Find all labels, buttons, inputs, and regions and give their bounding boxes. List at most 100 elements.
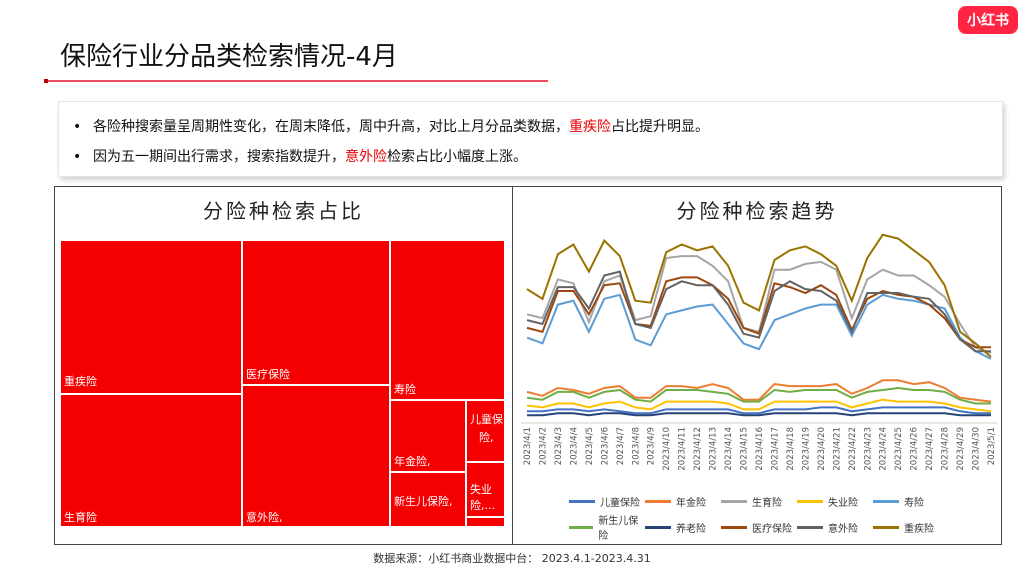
x-tick-label: 2023/4/27 <box>925 427 935 471</box>
x-tick-label: 2023/4/24 <box>879 427 889 471</box>
x-tick-label: 2023/4/11 <box>678 427 688 471</box>
treemap-cell-shengyu: 生育险 <box>60 394 242 527</box>
legend-item: 寿险 <box>873 494 949 509</box>
xiaohongshu-logo: 小红书 <box>958 6 1018 34</box>
bullet-dot-icon: • <box>73 119 82 135</box>
x-tick-label: 2023/4/21 <box>832 427 842 471</box>
x-tick-label: 2023/4/10 <box>662 427 672 471</box>
x-tick-label: 2023/4/7 <box>616 427 626 465</box>
legend-row-1: 儿童保险 年金险 生育险 失业险 寿险 <box>569 494 949 509</box>
treemap-label-xinshenger: 新生儿保险, <box>394 495 453 508</box>
treemap-label-yiwai: 意外险, <box>246 511 283 524</box>
legend-swatch-icon <box>797 525 823 529</box>
series-line-8 <box>526 270 991 353</box>
treemap-label-shiye-1: 失业 <box>470 483 492 496</box>
legend-item: 意外险 <box>797 512 873 542</box>
legend-label: 养老险 <box>676 523 706 535</box>
treemap-cell-xinshenger: 新生儿保险, <box>390 472 466 527</box>
x-tick-label: 2023/4/1 <box>523 427 533 465</box>
x-tick-label: 2023/4/3 <box>554 427 564 465</box>
legend-item: 生育险 <box>721 494 797 509</box>
treemap-label-nianjin: 年金险, <box>394 455 431 468</box>
legend-item: 儿童保险 <box>569 494 645 509</box>
x-tick-label: 2023/4/28 <box>941 427 951 471</box>
summary-bullet-2: • 因为五一期间出行需求，搜索指数提升，意外险检索占比小幅度上涨。 <box>73 146 527 166</box>
x-tick-label: 2023/4/15 <box>740 427 750 471</box>
legend-swatch-icon <box>797 500 823 503</box>
x-tick-label: 2023/4/8 <box>631 427 641 465</box>
legend-label: 年金险 <box>676 498 706 509</box>
x-tick-label: 2023/4/26 <box>910 427 920 471</box>
x-tick-label: 2023/4/5 <box>585 427 595 465</box>
x-tick-label: 2023/4/4 <box>569 427 579 465</box>
summary-box: • 各险种搜索量呈周期性变化，在周末降低，周中升高，对比上月分品类数据，重疾险占比… <box>58 101 1003 177</box>
legend-row-2: 新生儿保险 养老险 医疗保险 意外险 重疾险 <box>569 512 949 542</box>
treemap-label-shengyu: 生育险 <box>64 511 97 524</box>
legend-label: 重疾险 <box>904 523 934 535</box>
treemap-label-ertong-1: 儿童保 <box>470 413 503 426</box>
trend-chart-title: 分险种检索趋势 <box>676 199 838 223</box>
data-source-note: 数据来源：小红书商业数据中台： 2023.4.1-2023.4.31 <box>373 552 651 565</box>
x-tick-label: 2023/4/19 <box>801 427 811 471</box>
x-tick-label: 2023/4/30 <box>972 427 982 471</box>
treemap-title: 分险种检索占比 <box>203 199 364 223</box>
treemap-label-ertong-2: 险, <box>479 431 494 444</box>
treemap-label-yiliao: 医疗保险 <box>246 368 290 381</box>
x-tick-label: 2023/4/14 <box>724 427 734 471</box>
bullet-dot-icon: • <box>73 149 82 165</box>
treemap-panel: 分险种检索占比 重疾险 生育险 医疗保险 意外险, 寿险 年金险, 新生儿保险,… <box>54 186 513 545</box>
treemap-cell-yanglao <box>466 517 505 527</box>
bullet-1-text: 各险种搜索量呈周期性变化，在周末降低，周中升高，对比上月分品类数据， <box>93 119 569 135</box>
x-tick-label: 2023/5/1 <box>987 427 997 465</box>
legend-label: 医疗保险 <box>752 523 792 535</box>
series-line-5 <box>526 386 991 405</box>
x-tick-label: 2023/4/29 <box>956 427 966 471</box>
series-line-1 <box>526 379 992 403</box>
trend-line-chart: 2023/4/1 2023/4/2 2023/4/3 2023/4/4 2023/4/5… <box>521 233 997 471</box>
title-underline <box>44 80 548 82</box>
x-tick-label: 2023/4/12 <box>693 427 703 471</box>
bullet-2-tail: 检索占比小幅度上涨。 <box>387 149 527 165</box>
treemap-label-zhongji: 重疾险 <box>64 375 97 388</box>
legend-label: 新生儿保险 <box>598 516 639 542</box>
legend-swatch-icon <box>569 525 594 529</box>
x-tick-label: 2023/4/23 <box>863 427 873 471</box>
treemap-cell-shiye: 失业 险,... <box>466 462 505 517</box>
legend-label: 生育险 <box>752 498 782 509</box>
x-tick-label: 2023/4/16 <box>755 427 765 471</box>
legend-item: 失业险 <box>797 494 873 509</box>
trend-panel: 分险种检索趋势 2023/4/1 2023/4/2 2023/4/3 2023/4/4… <box>512 186 1002 545</box>
treemap-cell-yiliao: 医疗保险 <box>242 240 390 385</box>
title-accent <box>44 79 48 83</box>
legend-item: 养老险 <box>645 512 721 542</box>
legend-item: 年金险 <box>645 494 721 509</box>
x-tick-label: 2023/4/2 <box>538 427 548 465</box>
page-title: 保险行业分品类检索情况-4月 <box>60 42 398 72</box>
bullet-1-highlight: 重疾险 <box>569 119 611 135</box>
x-tick-label: 2023/4/18 <box>786 427 796 471</box>
legend-swatch-icon <box>873 525 899 529</box>
legend-swatch-icon <box>873 500 899 503</box>
x-tick-label: 2023/4/20 <box>817 427 827 471</box>
legend-swatch-icon <box>645 525 671 529</box>
legend-item: 医疗保险 <box>721 512 797 542</box>
treemap-cell-yiwai: 意外险, <box>242 385 390 527</box>
bullet-1-tail: 占比提升明显。 <box>611 119 709 135</box>
series-line-0 <box>527 406 991 415</box>
series-line-4 <box>526 293 992 360</box>
legend-label: 儿童保险 <box>600 498 640 509</box>
legend-swatch-icon <box>721 500 747 503</box>
treemap-cell-zhongji: 重疾险 <box>60 240 242 394</box>
legend-label: 寿险 <box>904 498 924 509</box>
treemap-cell-nianjin: 年金险, <box>390 400 466 472</box>
bullet-2-text: 因为五一期间出行需求，搜索指数提升， <box>93 149 345 165</box>
x-tick-label: 2023/4/9 <box>647 427 657 465</box>
series-line-3 <box>526 398 992 413</box>
legend-item: 重疾险 <box>873 512 949 542</box>
x-tick-label: 2023/4/13 <box>709 427 719 471</box>
legend-label: 意外险 <box>828 523 858 535</box>
summary-bullet-1: • 各险种搜索量呈周期性变化，在周末降低，周中升高，对比上月分品类数据，重疾险占比… <box>73 116 709 136</box>
legend-item: 新生儿保险 <box>569 512 645 542</box>
x-tick-label: 2023/4/17 <box>770 427 780 471</box>
x-tick-label: 2023/4/6 <box>600 427 610 465</box>
